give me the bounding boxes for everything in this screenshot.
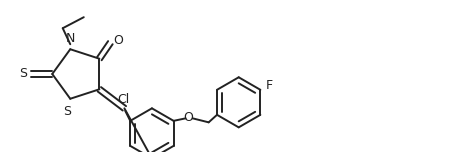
Text: O: O <box>113 34 123 47</box>
Text: O: O <box>183 111 193 124</box>
Text: N: N <box>66 32 75 45</box>
Text: S: S <box>19 67 27 80</box>
Text: S: S <box>63 105 71 118</box>
Text: F: F <box>265 79 273 92</box>
Text: Cl: Cl <box>117 93 129 106</box>
